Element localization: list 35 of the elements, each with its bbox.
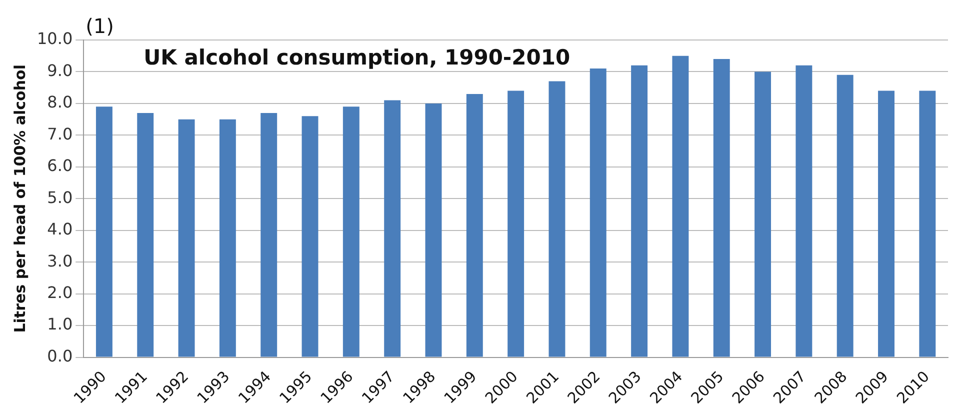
bar [672,56,689,357]
bar [754,72,772,357]
y-tick-label: 6.0 [47,156,73,176]
bar [919,90,936,357]
bar [342,106,360,357]
y-tick-label: 2.0 [47,282,73,302]
y-tick-label: 7.0 [47,124,73,144]
y-tick-label: 0.0 [47,346,73,366]
bar [466,94,483,357]
bar [137,112,154,357]
y-tick-label: 8.0 [47,92,73,112]
y-tick-label: 10.0 [37,29,73,48]
y-tick-label: 3.0 [47,251,73,270]
bar [590,68,606,357]
bar [836,74,854,357]
bar [384,100,401,357]
bar [878,90,894,357]
bar [548,81,566,357]
text: (1) [86,14,114,38]
bar [178,119,195,357]
bar [425,103,442,357]
y-axis-title: Litres per head of 100% alcohol [10,64,29,333]
bar [302,116,318,357]
y-tick-label: 9.0 [47,60,73,80]
bar [219,119,236,357]
y-tick-label: 1.0 [47,314,73,334]
bar [713,59,730,357]
bar [260,112,278,357]
chart-title: UK alcohol consumption, 1990-2010 [144,45,570,70]
y-tick-label: 4.0 [47,220,73,239]
bar [96,106,112,357]
bar [796,65,812,357]
bar [631,65,648,357]
y-tick-label: 5.0 [47,188,73,207]
bar [508,90,524,357]
